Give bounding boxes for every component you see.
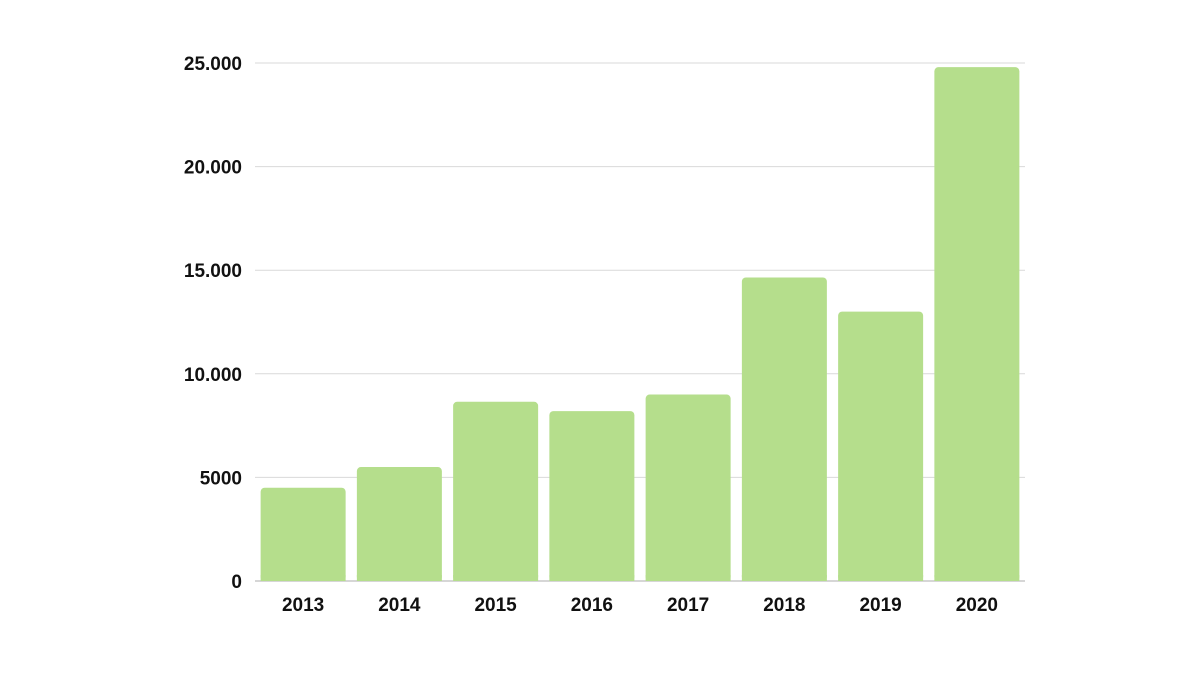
x-tick-label: 2014 [378,595,421,616]
y-tick-label: 15.000 [184,261,242,282]
bar-2020 [934,67,1020,582]
bars [260,67,1020,582]
bar-2015 [453,401,539,581]
x-axis-ticks: 2013 2014 2015 2016 2017 2018 2019 2020 [282,595,998,616]
bar-2014 [356,467,442,581]
y-tick-label: 10.000 [184,365,242,386]
bar-2016 [549,411,635,581]
bar-base-2013 [260,575,346,581]
y-tick-label: 20.000 [184,158,242,179]
bar-2013 [260,487,346,581]
bar-base-2016 [549,575,635,581]
bar-2017 [645,394,731,581]
x-tick-label: 2015 [474,595,517,616]
bar-2019 [838,311,924,581]
bar-2018 [741,277,827,581]
x-tick-label: 2020 [956,595,998,616]
y-tick-label: 5000 [200,468,242,489]
y-tick-label: 25.000 [184,54,242,75]
x-tick-label: 2019 [859,595,901,616]
y-tick-label: 0 [231,572,242,593]
bar-base-2015 [453,575,539,581]
x-tick-label: 2018 [763,595,805,616]
bar-base-2020 [934,575,1020,581]
bar-base-2019 [838,575,924,581]
bar-base-2014 [356,575,442,581]
x-tick-label: 2016 [571,595,613,616]
x-tick-label: 2017 [667,595,709,616]
x-tick-label: 2013 [282,595,324,616]
y-axis-ticks: 0 5000 10.000 15.000 20.000 25.000 [184,54,242,593]
bar-base-2017 [645,575,731,581]
bar-base-2018 [741,575,827,581]
